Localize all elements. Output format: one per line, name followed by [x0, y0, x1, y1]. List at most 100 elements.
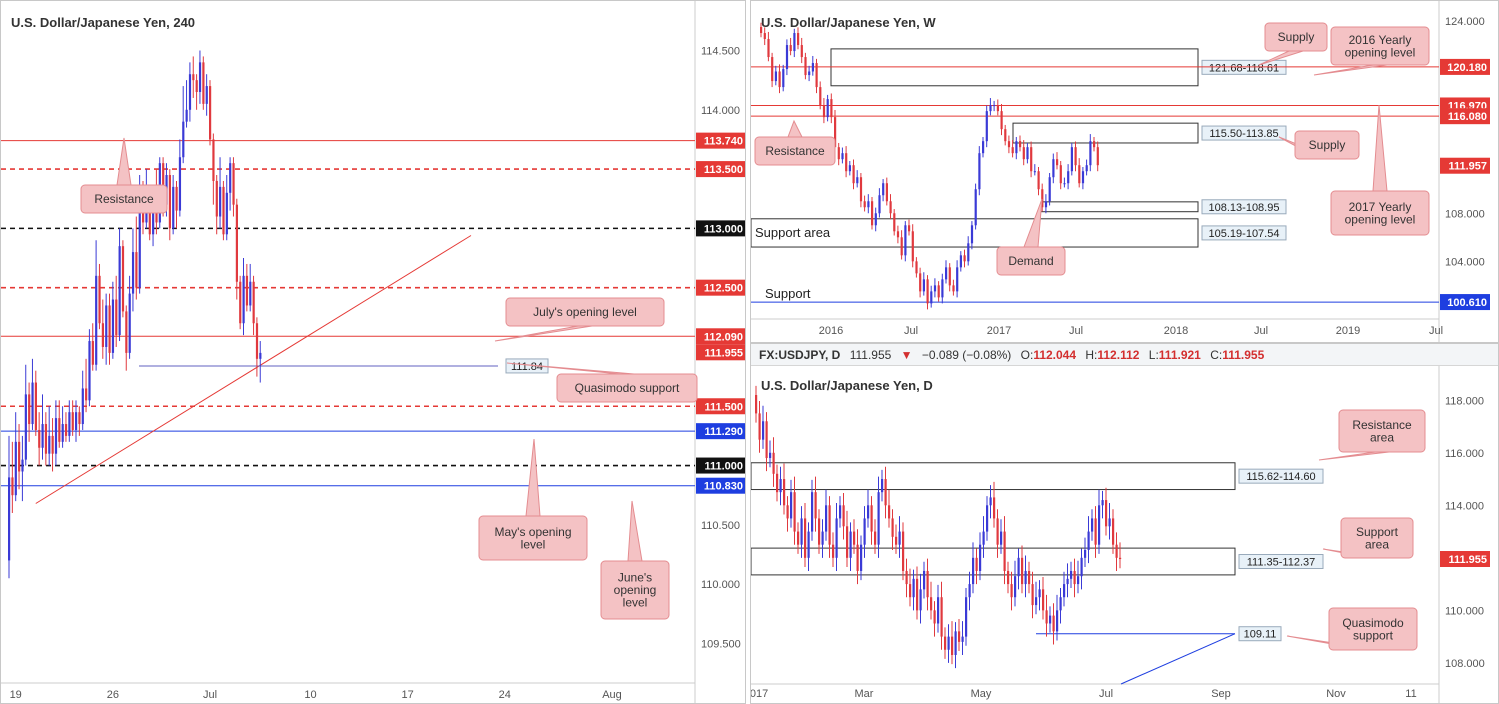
candle-body — [1063, 183, 1066, 185]
candle-body — [1048, 177, 1051, 202]
candle-body — [1080, 557, 1083, 577]
callout-may-open-pointer — [525, 438, 541, 517]
candle-body — [878, 195, 881, 214]
candle-body — [11, 477, 14, 496]
candle-body — [138, 186, 141, 288]
ticker-close-label: C:111.955 — [1210, 348, 1265, 362]
candle-body — [1112, 518, 1115, 545]
ticker-high: 112.112 — [1097, 348, 1140, 362]
candle-body — [212, 139, 215, 181]
candle-body — [81, 388, 84, 425]
candle-body — [762, 421, 765, 440]
candle-body — [8, 477, 11, 561]
candle-body — [832, 544, 835, 558]
level-tag: 113.740 — [704, 136, 743, 148]
h4-chart[interactable]: U.S. Dollar/Japanese Yen, 240 114.500 114.… — [1, 1, 746, 704]
candle-body — [815, 63, 818, 88]
zone-tag: 115.62-114.60 — [1246, 471, 1315, 483]
candle-body — [202, 62, 205, 104]
candle-body — [771, 57, 774, 82]
zone-box — [751, 218, 1199, 248]
candle-body — [867, 505, 870, 519]
weekly-chart-panel[interactable]: U.S. Dollar/Japanese Yen, W 124.000 108.00… — [750, 0, 1499, 343]
candle-body — [1044, 201, 1048, 208]
candle-body — [902, 531, 905, 571]
daily-chart[interactable]: U.S. Dollar/Japanese Yen, D 118.000 116.00… — [751, 344, 1499, 704]
ticker-open: 112.044 — [1033, 348, 1077, 362]
candle-body — [779, 479, 782, 493]
candle-body — [909, 584, 912, 598]
x-tick-label: Jul — [1099, 688, 1113, 700]
candle-body — [882, 183, 885, 196]
candle-body — [1059, 165, 1062, 184]
candle-body — [1041, 189, 1044, 208]
level-tag: 111.955 — [1448, 554, 1487, 566]
level-tag-bg — [696, 161, 745, 178]
candle-body — [1011, 147, 1014, 154]
candle-body — [800, 518, 803, 545]
daily-chart-panel[interactable]: FX:USDJPY, D 111.955 ▼ −0.089 (−0.08%) O… — [750, 343, 1499, 704]
candle-body — [192, 74, 195, 81]
candle-body — [830, 99, 833, 118]
candle-body — [863, 518, 866, 545]
candle-body — [108, 305, 111, 353]
candle-body — [885, 183, 888, 202]
callout-2017-open-pointer — [1372, 104, 1388, 192]
callout-resistance-box — [80, 184, 168, 214]
candle-body — [222, 186, 225, 235]
candle-body — [1038, 589, 1041, 598]
candle-body — [797, 33, 800, 46]
candle-body — [842, 505, 845, 527]
weekly-chart[interactable]: U.S. Dollar/Japanese Yen, W 124.000 108.00… — [751, 1, 1499, 343]
candle-body — [1019, 141, 1022, 148]
candle-body — [85, 388, 88, 401]
candle-body — [1024, 570, 1027, 585]
candle-body — [848, 165, 851, 172]
candle-body — [996, 518, 999, 545]
candle-body — [944, 636, 947, 650]
ticker-open-label: O:112.044 — [1020, 348, 1077, 362]
candle-body — [856, 177, 859, 184]
candle-body — [195, 80, 198, 93]
candle-body — [38, 429, 41, 448]
callout-supply-top-text: Supply — [1278, 30, 1315, 44]
candle-body — [898, 531, 901, 545]
callout-quasimodo-text: Quasimodo — [1342, 616, 1404, 630]
x-tick-label: Jul — [203, 689, 217, 701]
candle-body — [1030, 147, 1033, 172]
candle-body — [797, 531, 800, 545]
y-tick-label: 116.000 — [1445, 448, 1484, 460]
candle-body — [1070, 147, 1073, 172]
candle-body — [954, 631, 957, 655]
candle-body — [828, 505, 831, 545]
callout-may-open-box — [478, 515, 588, 561]
candle-body — [841, 153, 844, 160]
candle-body — [808, 71, 811, 76]
h4-chart-panel[interactable]: U.S. Dollar/Japanese Yen, 240 114.500 114.… — [0, 0, 746, 704]
y-tick-label: 110.000 — [1445, 605, 1484, 617]
candle-body — [919, 589, 922, 611]
candle-body — [926, 279, 929, 304]
candle-body — [1017, 557, 1020, 577]
candle-body — [986, 505, 989, 532]
candle-body — [88, 341, 91, 401]
candle-body — [1094, 518, 1097, 545]
level-tag: 110.830 — [704, 481, 743, 493]
level-tag: 111.500 — [704, 401, 743, 413]
callout-quasimodo-text: support — [1353, 628, 1394, 642]
candle-body — [1063, 584, 1066, 598]
candle-body — [846, 526, 849, 558]
callout-2017-open-box — [1330, 190, 1430, 236]
candle-body — [182, 121, 185, 158]
candle-body — [989, 105, 992, 112]
candle-body — [874, 213, 877, 226]
candle-body — [78, 412, 81, 425]
level-tag-bg — [696, 477, 745, 494]
level-tag-bg — [1440, 157, 1490, 174]
level-tag-bg — [696, 132, 745, 149]
candle-body — [948, 267, 951, 286]
candle-body — [958, 631, 961, 642]
callout-demand-text: Demand — [1008, 254, 1053, 268]
candle-body — [1042, 589, 1045, 611]
zone-box — [751, 462, 1236, 491]
